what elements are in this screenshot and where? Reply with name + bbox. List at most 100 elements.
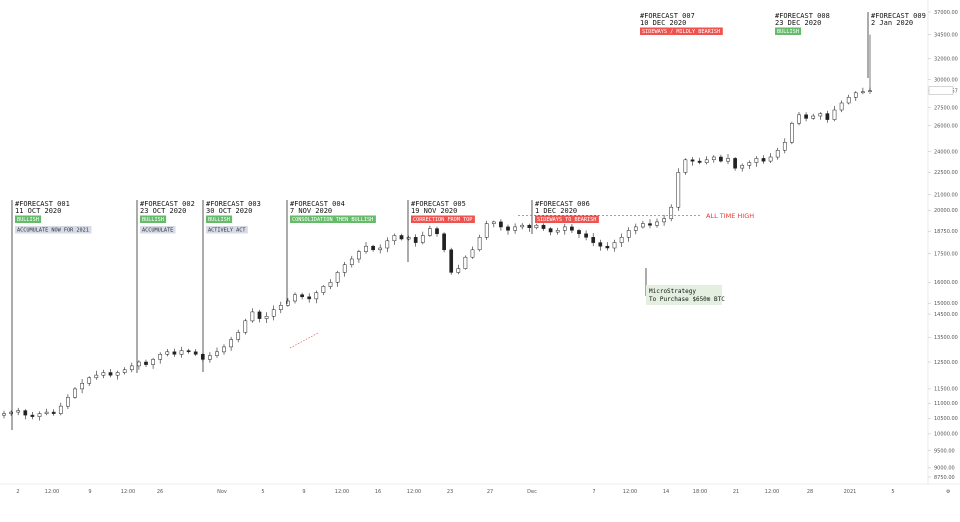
candle-body	[633, 226, 638, 231]
time-tick-label: 14	[663, 489, 669, 495]
time-tick-label: 9	[88, 489, 91, 495]
candle-body	[73, 388, 77, 398]
candle-body	[676, 172, 681, 208]
price-tick-label: 12500.00	[934, 360, 958, 366]
time-tick-label: 12:00	[407, 489, 421, 495]
time-tick-label: 21	[733, 489, 739, 495]
candle-body	[413, 237, 418, 243]
last-price-badge	[928, 86, 954, 95]
forecast-tag-label: BULLISH	[142, 217, 164, 223]
time-tick-label: 12:00	[765, 489, 779, 495]
forecast-tag-label: BULLISH	[208, 217, 230, 223]
candle-body	[818, 113, 823, 117]
forecast-date: 23 DEC 2020	[775, 19, 821, 27]
candle-body	[264, 316, 269, 319]
candle-body	[768, 156, 773, 162]
time-tick-label: 26	[157, 489, 163, 495]
forecast-tag	[15, 215, 42, 223]
candle-body	[300, 294, 304, 298]
forecast-tag-label: SIDEWAYS / MILDLY BEARISH	[642, 29, 720, 35]
forecast-title: #FORECAST 003	[206, 200, 261, 208]
candle-body	[726, 158, 730, 162]
time-tick-label: 2021	[844, 489, 857, 495]
candle-body	[711, 156, 716, 160]
price-tick-label: 11000.00	[934, 401, 958, 407]
candle-body	[442, 233, 446, 251]
candle-body	[811, 115, 816, 119]
time-axis[interactable]: 2 12:00 9 12:00 26 Nov 5 9 12:00 16 12:00 23 27 Dec 7 1…	[16, 489, 894, 495]
price-tick-label: 30000.00	[934, 77, 958, 83]
candle-body	[122, 369, 127, 373]
price-tick-label: 8750.00	[934, 475, 955, 481]
candle-body	[463, 256, 468, 269]
candle-body	[570, 226, 574, 231]
candle-body	[129, 365, 134, 371]
candle-body	[747, 162, 752, 166]
candle-body	[513, 226, 517, 231]
forecast-title: #FORECAST 009	[871, 12, 926, 20]
candle-body	[697, 160, 702, 163]
price-tick-label: 17500.00	[934, 251, 958, 257]
forecast-tag	[640, 27, 723, 35]
candle-body	[115, 372, 120, 376]
forecast-title: #FORECAST 006	[535, 200, 590, 208]
forecast-note: ACTIVELY ACT	[208, 228, 245, 234]
price-tick-label: 34500.00	[934, 32, 958, 38]
candle-body	[527, 224, 532, 228]
candle-body	[66, 397, 70, 407]
forecast-date: 2 Jan 2020	[871, 19, 913, 27]
candle-body	[16, 410, 21, 413]
time-tick-label: 27	[487, 489, 493, 495]
candle-body	[243, 320, 248, 333]
candle-body	[761, 158, 766, 162]
settings-icon[interactable]: ⚙	[946, 489, 951, 495]
candle-body	[641, 223, 645, 228]
candle-body	[179, 350, 184, 355]
forecast-title: #FORECAST 008	[775, 12, 830, 20]
candle-body	[804, 114, 808, 119]
candle-body	[229, 339, 233, 348]
forecast-date: 19 NOV 2020	[411, 207, 457, 215]
candle-body	[236, 332, 241, 340]
time-tick-label: 9	[302, 489, 305, 495]
price-tick-label: 9500.00	[934, 448, 955, 454]
price-tick-label: 24000.00	[934, 149, 958, 155]
candle-body	[605, 245, 610, 249]
candle-body	[37, 413, 42, 417]
candle-body	[648, 223, 652, 226]
candle-body	[186, 350, 191, 353]
candle-body	[491, 221, 496, 224]
candle-body	[172, 351, 177, 355]
forecast-tag-label: CONSOLIDATION THEN BULLISH	[292, 217, 373, 223]
candle-body	[385, 240, 390, 249]
candle-body	[307, 296, 312, 300]
candle-body	[215, 351, 219, 356]
candle-body	[775, 150, 780, 158]
candle-body	[655, 221, 659, 226]
time-tick-label: 18:00	[693, 489, 707, 495]
trend-line	[289, 332, 319, 349]
price-tick-label: 22500.00	[934, 170, 958, 176]
time-tick-label: 16	[375, 489, 381, 495]
candle-body	[2, 413, 6, 416]
candle-body	[293, 294, 297, 302]
time-tick-label: 5	[891, 489, 894, 495]
candle-body	[683, 159, 688, 173]
candle-body	[520, 224, 525, 228]
candle-body	[101, 372, 106, 376]
forecast-tag-label: BULLISH	[777, 29, 799, 35]
forecast-tag-label: CORRECTION FROM TOP	[413, 217, 472, 223]
price-axis[interactable]: 37000.0034500.0032000.0030000.0029006.57…	[928, 10, 958, 481]
forecast-note: ACCUMULATE	[142, 228, 173, 234]
candle-body	[719, 156, 723, 162]
candle-body	[861, 91, 865, 94]
ath-label: ALL TIME HIGH	[706, 212, 754, 220]
forecast-title: #FORECAST 002	[140, 200, 195, 208]
forecast-date: 11 OCT 2020	[15, 207, 61, 215]
candle-body	[704, 159, 709, 163]
candle-body	[193, 351, 198, 355]
candle-body	[555, 230, 560, 233]
candle-body	[456, 268, 461, 273]
